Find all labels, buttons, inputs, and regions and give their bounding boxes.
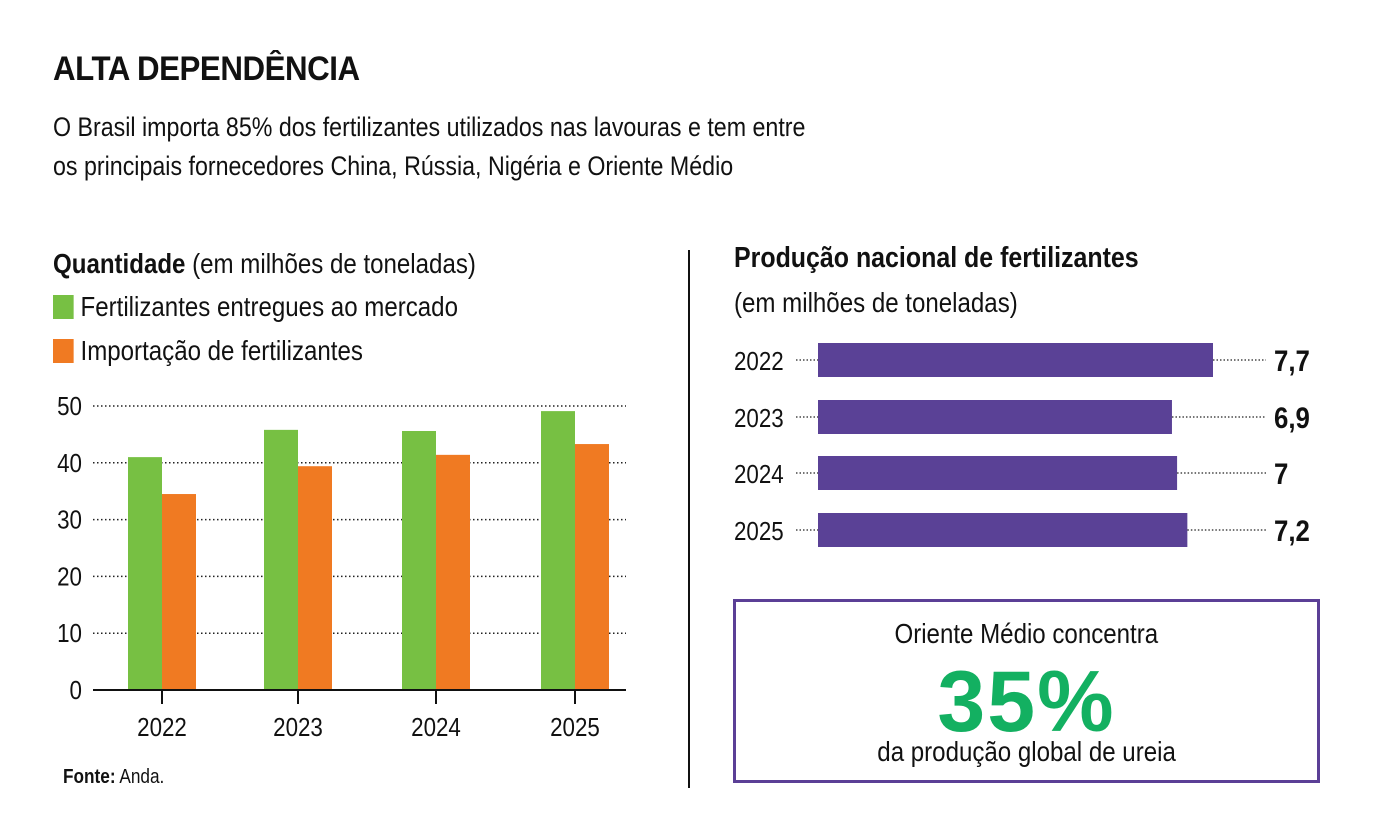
legend-label: Fertilizantes entregues ao mercado [80, 291, 458, 322]
bar-imports [298, 466, 332, 690]
legend-label: Importação de fertilizantes [80, 335, 363, 366]
bar-delivered [402, 430, 436, 690]
y-tick-label: 50 [57, 392, 82, 421]
source-value: Anda. [115, 766, 165, 788]
panel-divider [688, 250, 690, 788]
right-chart-title: Produção nacional de fertilizantes [734, 242, 1139, 274]
bar-value-label: 7,7 [1274, 344, 1310, 377]
callout-big-value: 35% [937, 654, 1116, 750]
bar-imports [162, 494, 196, 690]
callout-line-3: da produção global de ureia [877, 736, 1176, 767]
column-chart: 0 10 20 30 40 50 2022 2023 2024 2025 [57, 392, 626, 742]
y-tick-label: 40 [57, 449, 82, 478]
legend-item-imports: Importação de fertilizantes [53, 335, 363, 367]
left-chart-title-unit: (em milhões de toneladas) [185, 248, 476, 279]
source-note: Fonte: Anda. [63, 766, 164, 789]
bar-category-label: 2024 [734, 460, 784, 489]
bar-category-label: 2025 [734, 517, 784, 546]
subtitle-line-2: os principais fornecedores China, Rússia… [53, 151, 734, 181]
production-bar [818, 456, 1178, 490]
bar-value-label: 7 [1274, 457, 1288, 490]
bar-value-label: 6,9 [1274, 401, 1310, 434]
production-bar [818, 343, 1213, 377]
bar-category-label: 2023 [734, 404, 784, 433]
bar-delivered [541, 411, 575, 690]
y-tick-label: 30 [57, 506, 82, 535]
x-tick-label: 2024 [411, 713, 461, 742]
callout-line-1: Oriente Médio concentra [894, 618, 1159, 649]
bar-category-label: 2022 [734, 347, 784, 376]
page-title: ALTA DEPENDÊNCIA [53, 50, 360, 88]
left-chart-title: Quantidade (em milhões de toneladas) [53, 248, 476, 280]
bar-imports [575, 444, 609, 690]
legend-item-delivered: Fertilizantes entregues ao mercado [53, 291, 458, 323]
production-bar [818, 400, 1172, 434]
source-label: Fonte: [63, 766, 116, 788]
subtitle-line-1: O Brasil importa 85% dos fertilizantes u… [53, 112, 806, 142]
y-tick-label: 20 [57, 563, 82, 592]
bar-imports [436, 454, 470, 690]
right-chart-subtitle: (em milhões de toneladas) [734, 287, 1018, 318]
horizontal-bar-chart: 2022 7,7 2023 6,9 2024 7 2025 7,2 [734, 343, 1310, 547]
x-tick-label: 2022 [137, 713, 187, 742]
bar-delivered [264, 429, 298, 690]
callout-box: Oriente Médio concentra 35% da produção … [733, 599, 1320, 783]
bar-value-label: 7,2 [1274, 514, 1310, 547]
legend-swatch-green [53, 295, 74, 319]
left-chart-title-bold: Quantidade [53, 248, 186, 279]
legend-swatch-orange [53, 339, 74, 363]
bar-delivered [128, 457, 162, 690]
x-tick-label: 2023 [273, 713, 323, 742]
production-bar [818, 513, 1188, 547]
y-tick-label: 0 [70, 676, 82, 705]
x-tick-label: 2025 [550, 713, 600, 742]
y-tick-label: 10 [57, 620, 82, 649]
page-subtitle: O Brasil importa 85% dos fertilizantes u… [53, 108, 805, 186]
